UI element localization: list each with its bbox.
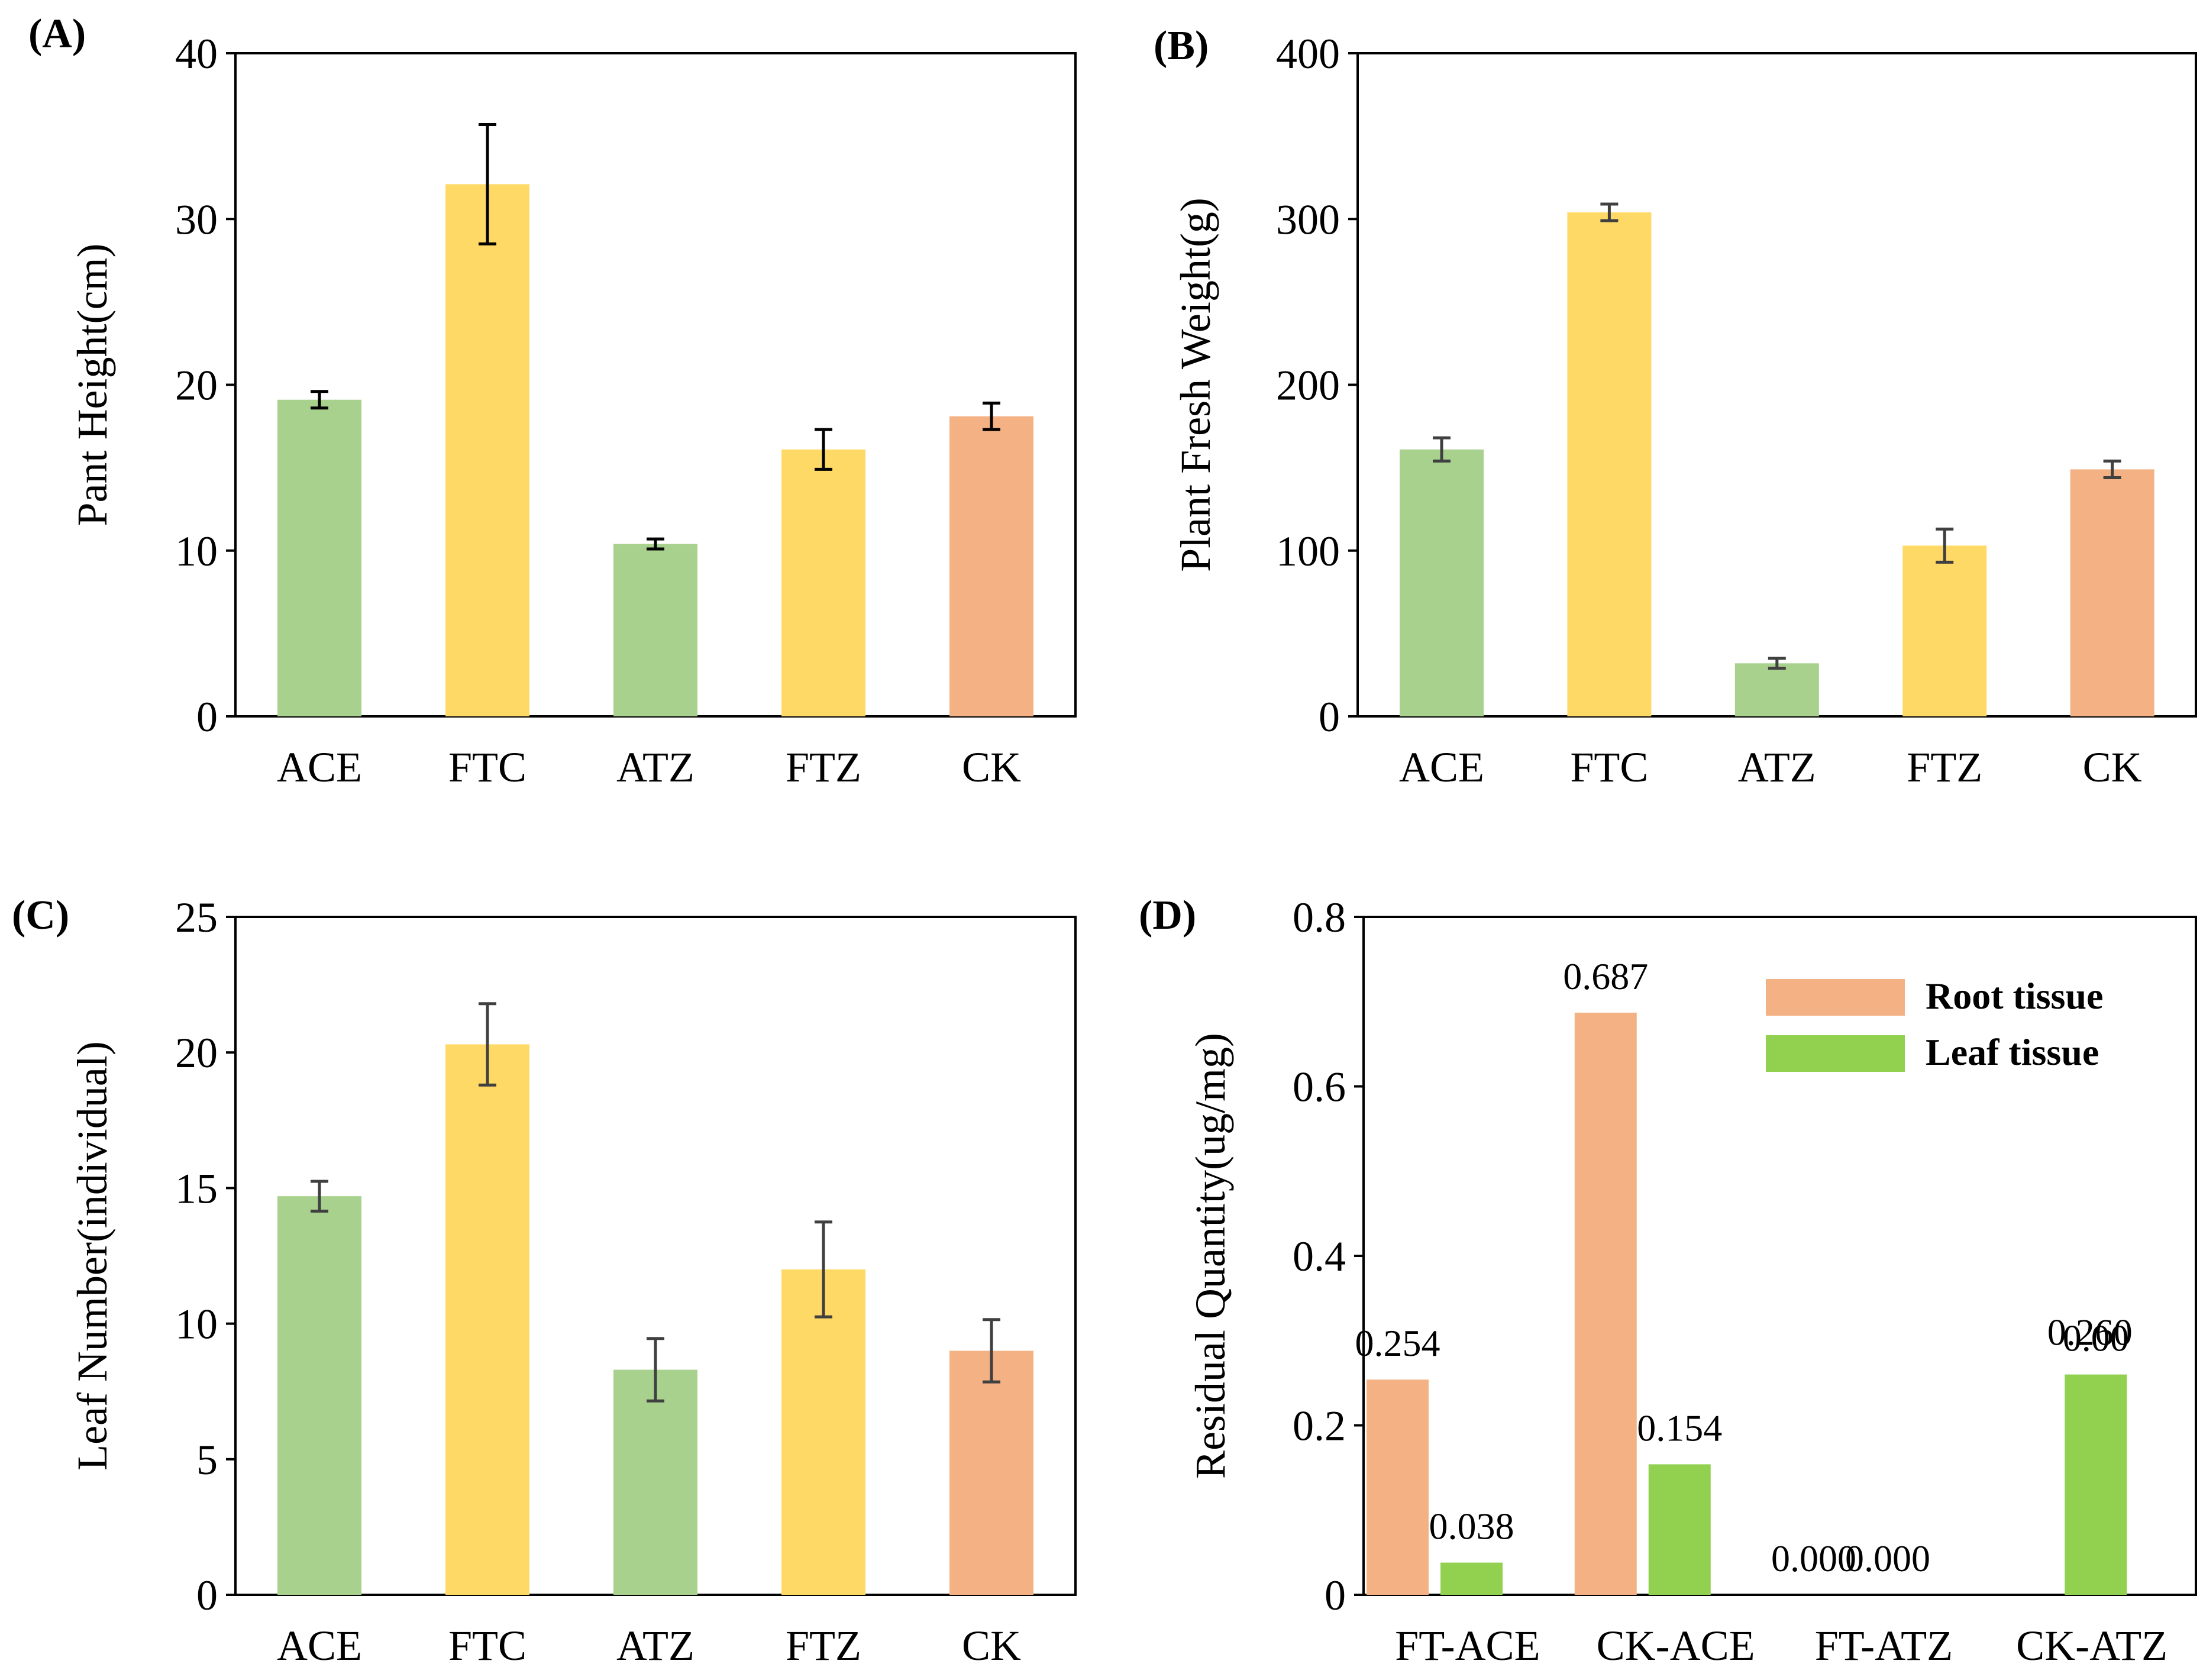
x-tick-label: CK-ATZ bbox=[2016, 1622, 2168, 1669]
legend-label: Leaf tissue bbox=[1926, 1031, 2099, 1073]
bar-ftz bbox=[781, 1269, 865, 1595]
x-tick-label: ACE bbox=[1399, 744, 1484, 791]
x-tick-label: CK-ACE bbox=[1597, 1622, 1755, 1669]
x-tick-label: ATZ bbox=[616, 1622, 695, 1669]
x-tick-label: ACE bbox=[277, 1622, 362, 1669]
y-tick-label: 0.4 bbox=[1293, 1233, 1346, 1280]
panel-label: (A) bbox=[28, 11, 86, 57]
y-tick-label: 10 bbox=[175, 1301, 218, 1348]
bar-ftz bbox=[781, 449, 865, 716]
y-axis-label: Pant Height(cm) bbox=[69, 244, 116, 526]
y-axis-label: Leaf Number(individual) bbox=[69, 1041, 116, 1471]
bar-ftz bbox=[1902, 545, 1987, 716]
y-tick-label: 10 bbox=[175, 528, 218, 575]
bar-ft-ace-leaf bbox=[1440, 1562, 1503, 1595]
bar-ck bbox=[949, 416, 1033, 716]
y-tick-label: 400 bbox=[1276, 30, 1340, 77]
bar-ace bbox=[1400, 449, 1484, 716]
bar-atz bbox=[613, 544, 697, 716]
x-tick-label: FTC bbox=[1570, 744, 1648, 791]
y-axis-label: Residual Quantity(ug/mg) bbox=[1187, 1033, 1234, 1479]
legend-swatch-leaf bbox=[1766, 1035, 1905, 1072]
y-tick-label: 0.2 bbox=[1293, 1403, 1346, 1450]
legend-label: Root tissue bbox=[1926, 975, 2103, 1017]
y-tick-label: 15 bbox=[175, 1165, 218, 1212]
bar-ck bbox=[2070, 469, 2154, 716]
y-tick-label: 300 bbox=[1276, 196, 1340, 243]
x-tick-label: FTC bbox=[448, 1622, 526, 1669]
y-tick-label: 30 bbox=[175, 196, 218, 243]
x-tick-label: CK bbox=[2083, 744, 2142, 791]
legend-swatch-root bbox=[1766, 979, 1905, 1016]
y-tick-label: 200 bbox=[1276, 362, 1340, 409]
bar-atz bbox=[1734, 663, 1819, 716]
x-tick-label: ATZ bbox=[616, 744, 695, 791]
panel-label: (B) bbox=[1154, 23, 1209, 69]
bar-ck-atz-leaf bbox=[2065, 1374, 2127, 1595]
panel-label: (C) bbox=[12, 893, 69, 938]
y-tick-label: 0 bbox=[196, 1572, 218, 1619]
y-tick-label: 5 bbox=[196, 1436, 218, 1484]
x-tick-label: FT-ATZ bbox=[1815, 1622, 1953, 1669]
data-label: 0.00 bbox=[2063, 1317, 2129, 1359]
bar-ftc bbox=[445, 1044, 529, 1595]
panel-label: (D) bbox=[1139, 893, 1196, 938]
y-tick-label: 0 bbox=[196, 693, 218, 741]
bar-ft-ace-root bbox=[1367, 1379, 1429, 1595]
x-tick-label: FTZ bbox=[1907, 744, 1982, 791]
bar-ck-ace-leaf bbox=[1648, 1464, 1711, 1595]
y-tick-label: 20 bbox=[175, 1029, 218, 1077]
x-tick-label: CK bbox=[962, 1622, 1021, 1669]
data-label: 0.000 bbox=[1845, 1537, 1930, 1579]
x-tick-label: CK bbox=[962, 744, 1021, 791]
data-label: 0.254 bbox=[1355, 1322, 1440, 1364]
bar-atz bbox=[613, 1369, 697, 1595]
x-tick-label: FTZ bbox=[786, 744, 861, 791]
y-tick-label: 40 bbox=[175, 30, 218, 77]
bar-ck bbox=[949, 1351, 1033, 1595]
x-tick-label: FT-ACE bbox=[1395, 1622, 1540, 1669]
y-axis-label: Plant Fresh Weight(g) bbox=[1172, 198, 1219, 572]
data-label: 0.154 bbox=[1637, 1407, 1722, 1449]
bar-ftc bbox=[445, 184, 529, 717]
bar-ace bbox=[277, 399, 361, 716]
data-label: 0.000 bbox=[1771, 1537, 1856, 1579]
x-tick-label: ACE bbox=[277, 744, 362, 791]
bar-ck-ace-root bbox=[1574, 1012, 1637, 1595]
bar-ftc bbox=[1567, 212, 1652, 716]
y-tick-label: 25 bbox=[175, 894, 218, 941]
x-tick-label: FTZ bbox=[786, 1622, 861, 1669]
bar-ace bbox=[277, 1196, 361, 1595]
data-label: 0.687 bbox=[1563, 955, 1648, 997]
y-tick-label: 0.8 bbox=[1293, 894, 1346, 941]
y-tick-label: 20 bbox=[175, 362, 218, 409]
data-label: 0.260 bbox=[2047, 1311, 2133, 1353]
y-tick-label: 0 bbox=[1319, 693, 1340, 741]
y-tick-label: 0.6 bbox=[1293, 1064, 1346, 1111]
y-tick-label: 100 bbox=[1276, 528, 1340, 575]
x-tick-label: FTC bbox=[448, 744, 526, 791]
x-tick-label: ATZ bbox=[1738, 744, 1816, 791]
y-tick-label: 0 bbox=[1325, 1572, 1346, 1619]
data-label: 0.038 bbox=[1429, 1505, 1514, 1547]
